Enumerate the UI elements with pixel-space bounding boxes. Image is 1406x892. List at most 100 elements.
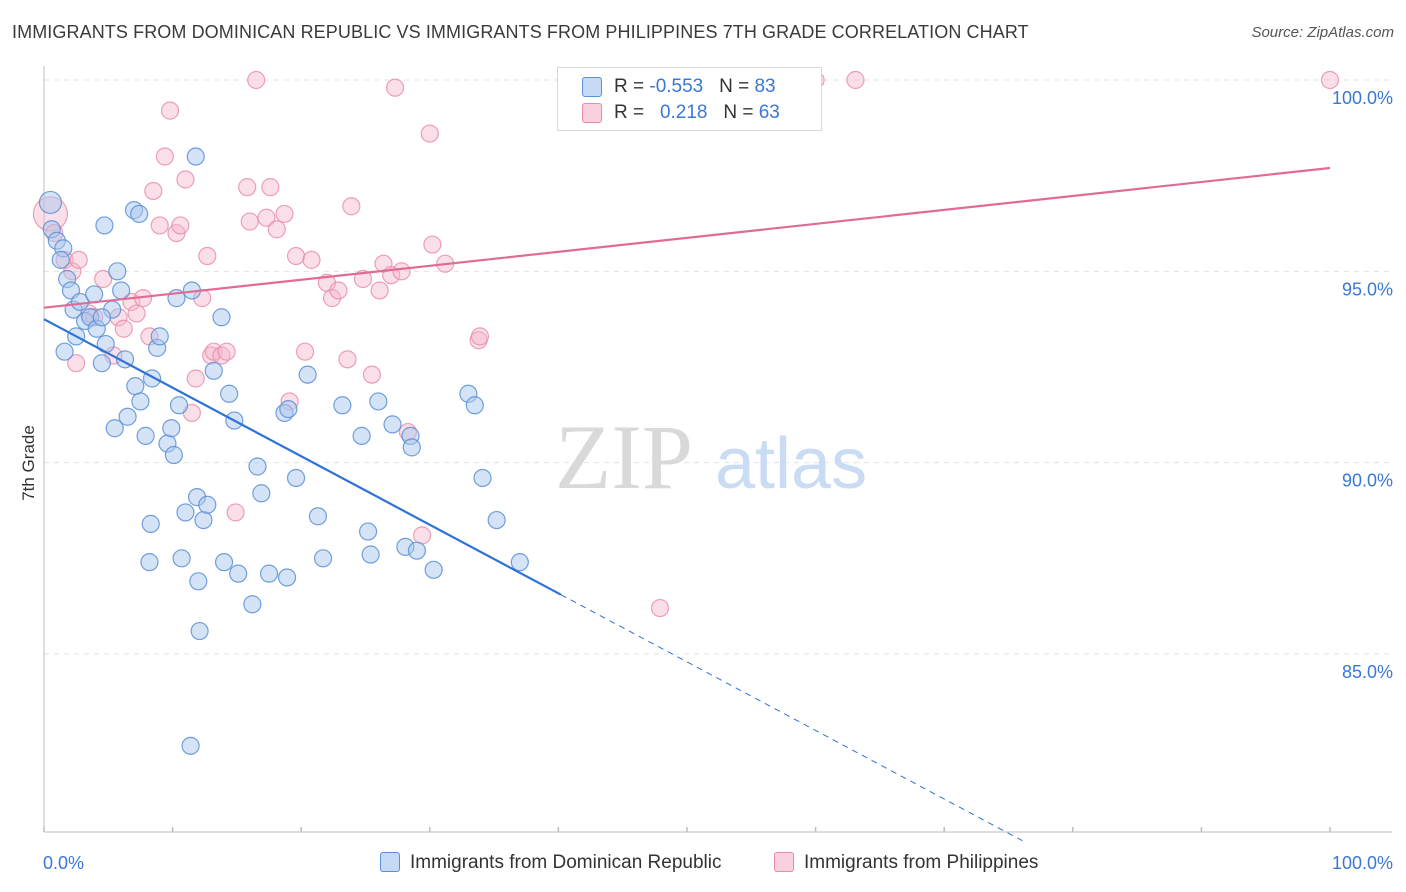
legend-r-label: R =: [614, 102, 650, 123]
philippines-point: [329, 281, 348, 300]
philippines-point: [1320, 70, 1340, 90]
philippines-point: [353, 269, 373, 289]
philippines-point: [420, 124, 439, 143]
philippines-point: [286, 246, 306, 266]
dominican-point: [277, 568, 297, 587]
dominican-point: [105, 419, 124, 438]
dominican-point: [108, 262, 127, 281]
dominican-point: [286, 468, 306, 488]
watermark-atlas: atlas: [715, 424, 867, 504]
dominican-point: [212, 308, 231, 327]
philippines-point: [150, 216, 169, 235]
bottom-legend-label: Immigrants from Dominican Republic: [410, 852, 722, 873]
philippines-point: [392, 262, 411, 281]
source-credit: Source: ZipAtlas.com: [1251, 24, 1394, 41]
dominican-point: [92, 308, 111, 327]
dominican-point: [150, 327, 169, 346]
philippines-point: [650, 598, 670, 618]
legend-n-value: 83: [754, 76, 776, 97]
bottom-legend-swatch-blue: [380, 852, 400, 872]
philippines-point: [267, 220, 286, 239]
philippines-point: [370, 281, 389, 300]
bottom-legend-swatch-pink: [774, 852, 794, 872]
dominican-point: [214, 553, 234, 572]
philippines-point: [423, 235, 442, 254]
philippines-point: [362, 365, 382, 384]
correlation-legend: R = -0.553 N = 83 R = 0.218 N = 63: [557, 67, 822, 131]
dominican-point: [424, 560, 443, 579]
philippines-point: [226, 503, 245, 522]
y-axis-label: 7th Grade: [19, 425, 38, 501]
philippines-point: [69, 250, 88, 269]
dominican-point: [402, 438, 421, 457]
legend-r-value: 0.218: [659, 102, 708, 123]
dominican-trend-line: [43, 318, 562, 596]
dominican-point: [198, 495, 217, 514]
y-tick-label: 90.0%: [1342, 471, 1393, 491]
dominican-point: [465, 396, 484, 415]
dominican-point: [487, 510, 506, 530]
dominican-point: [118, 407, 137, 426]
dominican-point: [473, 468, 492, 488]
philippines-point: [240, 212, 259, 231]
dominican-trend-extension: [560, 594, 1025, 842]
dominican-point: [181, 736, 200, 755]
philippines-point: [67, 354, 86, 373]
dominican-point: [204, 361, 223, 380]
philippines-point: [217, 342, 236, 361]
philippines-points: [32, 70, 1340, 618]
philippines-point: [338, 350, 357, 369]
dominican-point: [55, 342, 74, 361]
dominican-point: [407, 541, 427, 560]
dominican-point: [169, 396, 189, 415]
dominican-point: [383, 415, 402, 434]
dominican-point: [358, 522, 378, 541]
legend-r-label: R =: [614, 76, 650, 97]
dominican-point: [130, 204, 149, 224]
dominican-point: [141, 514, 160, 533]
tick-labels: 85.0% 90.0% 95.0% 100.0% 0.0% 100.0%: [43, 88, 1393, 873]
dominican-point: [164, 445, 183, 465]
y-tick-label: 85.0%: [1342, 662, 1393, 682]
philippines-point: [302, 250, 321, 269]
philippines-point: [275, 204, 294, 224]
philippines-point: [342, 197, 361, 216]
dominican-point: [85, 285, 104, 304]
dominican-point: [194, 510, 213, 530]
philippines-point: [295, 342, 315, 361]
y-tick-label: 95.0%: [1342, 279, 1393, 299]
dominican-point: [112, 281, 131, 300]
philippines-point: [412, 526, 432, 545]
philippines-point: [385, 78, 405, 97]
legend-n-label: N =: [723, 102, 759, 123]
dominican-point: [248, 457, 267, 476]
philippines-trend-line: [43, 166, 1331, 309]
dominican-point: [298, 365, 317, 384]
philippines-point: [171, 216, 190, 235]
philippines-point: [114, 319, 133, 338]
philippines-point: [186, 369, 205, 388]
dominican-point: [162, 419, 181, 438]
dominican-point: [131, 392, 150, 411]
dominican-point: [190, 621, 209, 641]
philippines-point: [470, 327, 490, 346]
philippines-point: [846, 70, 865, 90]
legend-n-label: N =: [719, 76, 755, 97]
chart-title: IMMIGRANTS FROM DOMINICAN REPUBLIC VS IM…: [12, 22, 1029, 42]
philippines-point: [257, 208, 276, 227]
philippines-point: [247, 70, 266, 90]
dominican-point: [220, 384, 239, 403]
philippines-point: [261, 178, 280, 197]
dominican-point: [352, 426, 371, 445]
philippines-point: [176, 170, 195, 189]
dominican-point: [186, 147, 205, 166]
bottom-legend-philippines: Immigrants from Philippines: [774, 852, 1038, 874]
dominican-point: [176, 503, 195, 522]
dominican-point: [92, 354, 111, 373]
philippines-point: [155, 147, 174, 166]
dominican-point: [136, 426, 155, 445]
dominican-point: [140, 553, 159, 572]
bottom-legend-label: Immigrants from Philippines: [804, 852, 1039, 873]
dominican-point: [243, 595, 262, 614]
